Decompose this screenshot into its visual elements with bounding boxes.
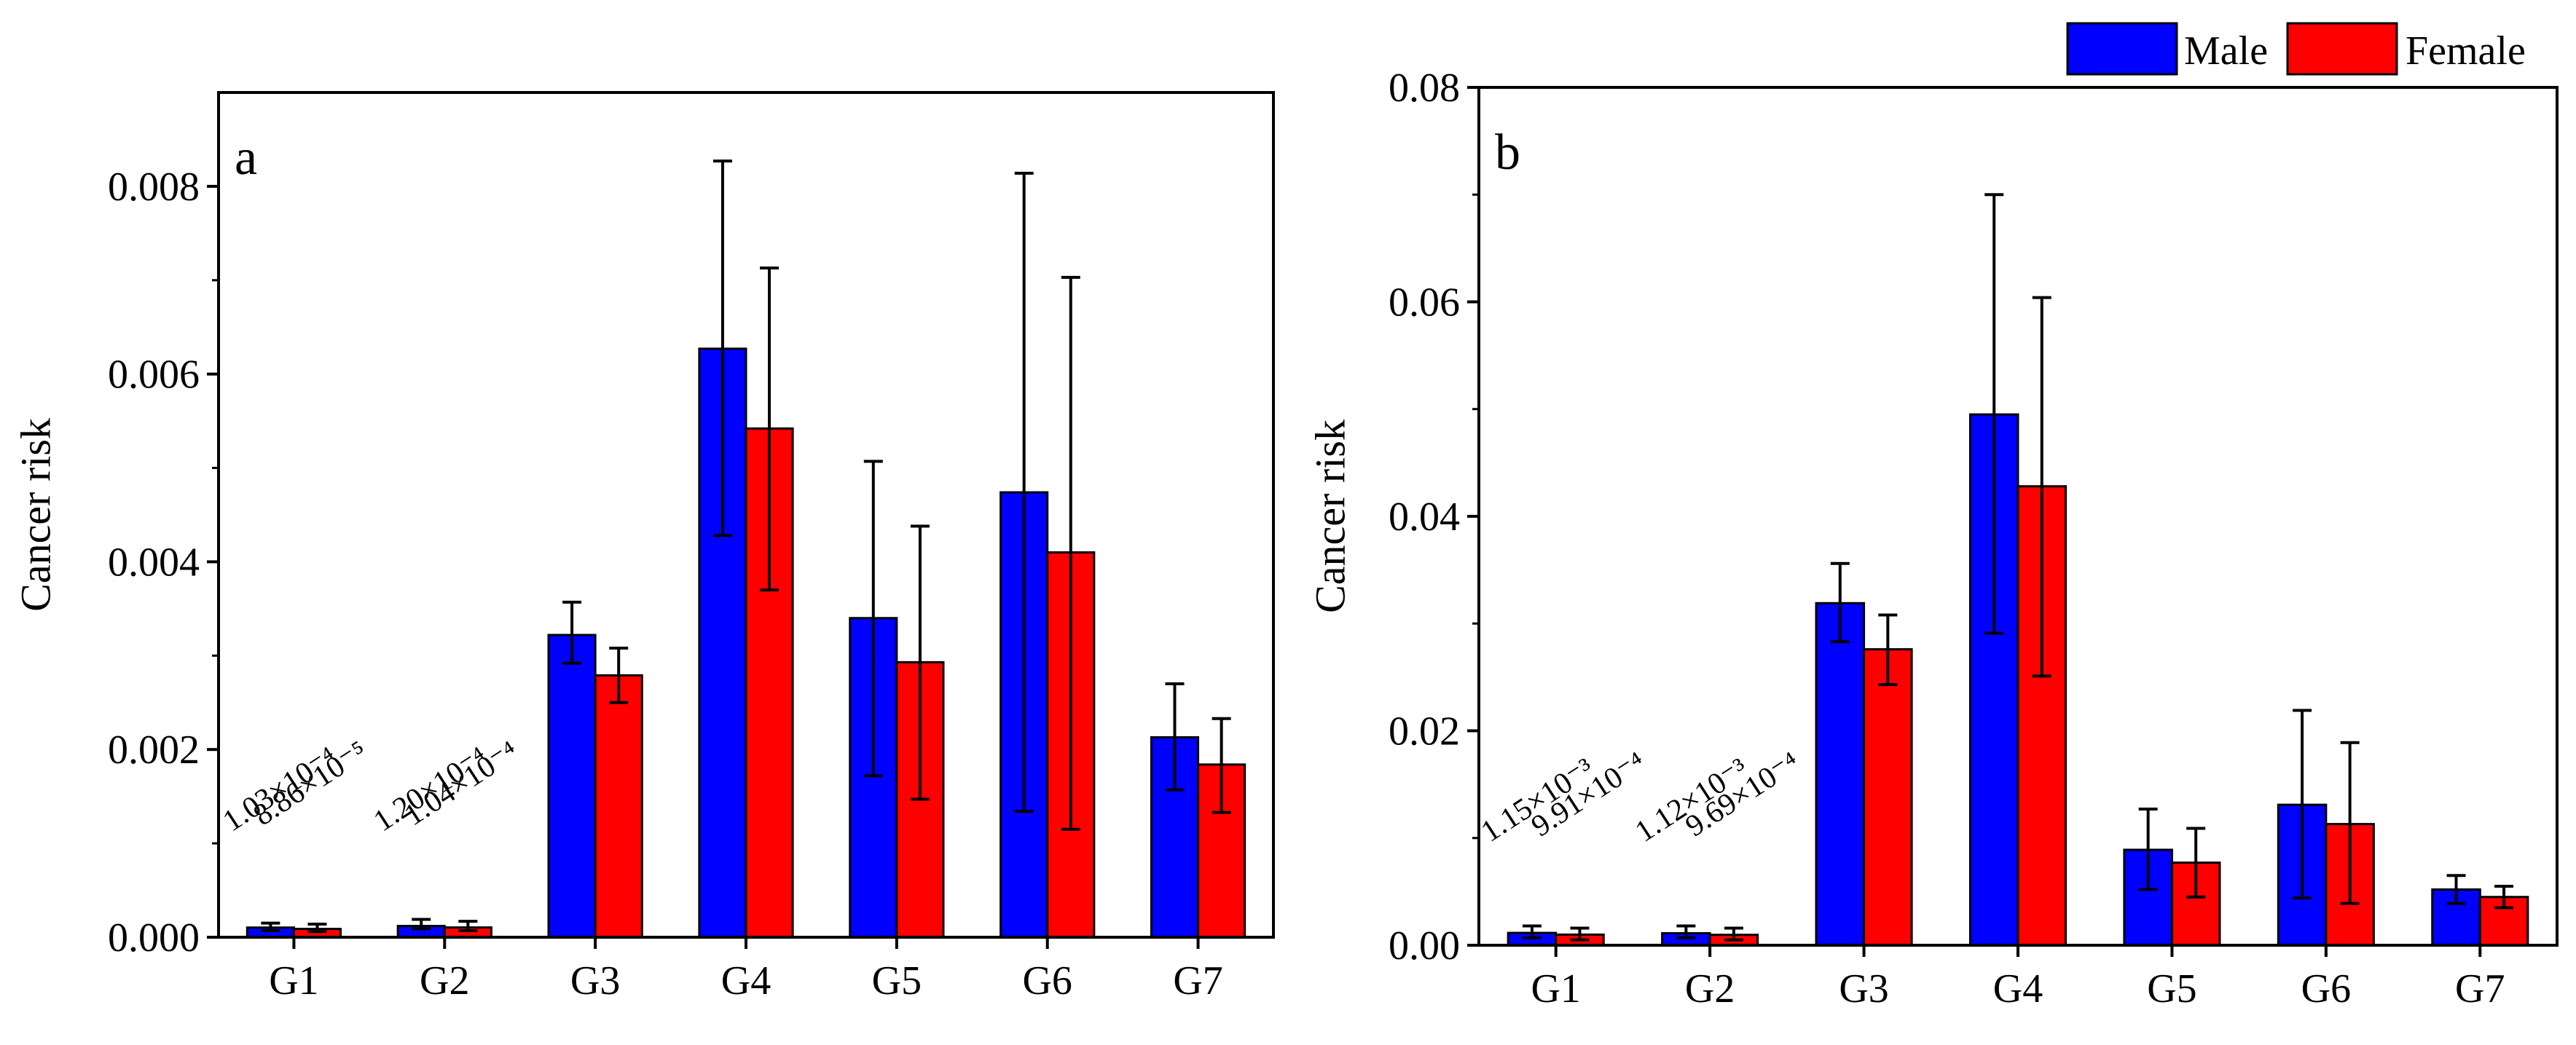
y-tick-label: 0.02 xyxy=(1389,709,1460,754)
x-tick-label: G6 xyxy=(1022,958,1072,1003)
axes-frame xyxy=(1477,86,2559,947)
y-tick-label: 0.04 xyxy=(1389,494,1460,540)
x-tick-label: G5 xyxy=(872,958,922,1003)
y-tick-label: 0.004 xyxy=(108,540,200,585)
x-tick-label: G2 xyxy=(1685,966,1735,1012)
x-tick-label: G6 xyxy=(2301,966,2351,1012)
panel-label: b xyxy=(1495,125,1520,181)
y-tick-label: 0.06 xyxy=(1389,280,1460,326)
bar-male-g3 xyxy=(547,634,597,939)
bar-female-g4 xyxy=(745,427,794,939)
x-tick-label: G4 xyxy=(1993,966,2043,1012)
panel-label: a xyxy=(235,130,257,186)
axes-frame xyxy=(217,91,1275,939)
x-tick-label: G4 xyxy=(721,958,771,1003)
y-tick-label: 0.006 xyxy=(108,352,200,398)
x-tick-label: G7 xyxy=(1173,958,1222,1003)
legend-label-male: Male xyxy=(2184,28,2268,74)
y-tick-label: 0.002 xyxy=(108,727,200,773)
x-tick-label: G2 xyxy=(420,958,469,1003)
bar-female-g3 xyxy=(1863,648,1913,947)
legend-swatch-male xyxy=(2066,22,2178,76)
legend-swatch-female xyxy=(2286,22,2398,76)
legend-label-female: Female xyxy=(2406,28,2526,74)
y-tick-label: 0.00 xyxy=(1389,923,1460,969)
y-tick-label: 0.008 xyxy=(108,165,200,210)
x-tick-label: G3 xyxy=(1839,966,1888,1012)
x-tick-label: G7 xyxy=(2455,966,2505,1012)
bar-male-g3 xyxy=(1815,602,1866,947)
x-tick-label: G1 xyxy=(1531,966,1580,1012)
legend: Male Female xyxy=(2066,22,2526,76)
x-tick-label: G3 xyxy=(570,958,620,1003)
y-tick-label: 0.000 xyxy=(108,915,200,961)
y-axis-title: Cancer risk xyxy=(1306,419,1354,613)
x-tick-label: G1 xyxy=(269,958,318,1003)
bar-female-g3 xyxy=(594,674,643,939)
y-tick-label: 0.08 xyxy=(1389,66,1460,111)
y-axis-title: Cancer risk xyxy=(12,418,59,612)
x-tick-label: G5 xyxy=(2147,966,2196,1012)
